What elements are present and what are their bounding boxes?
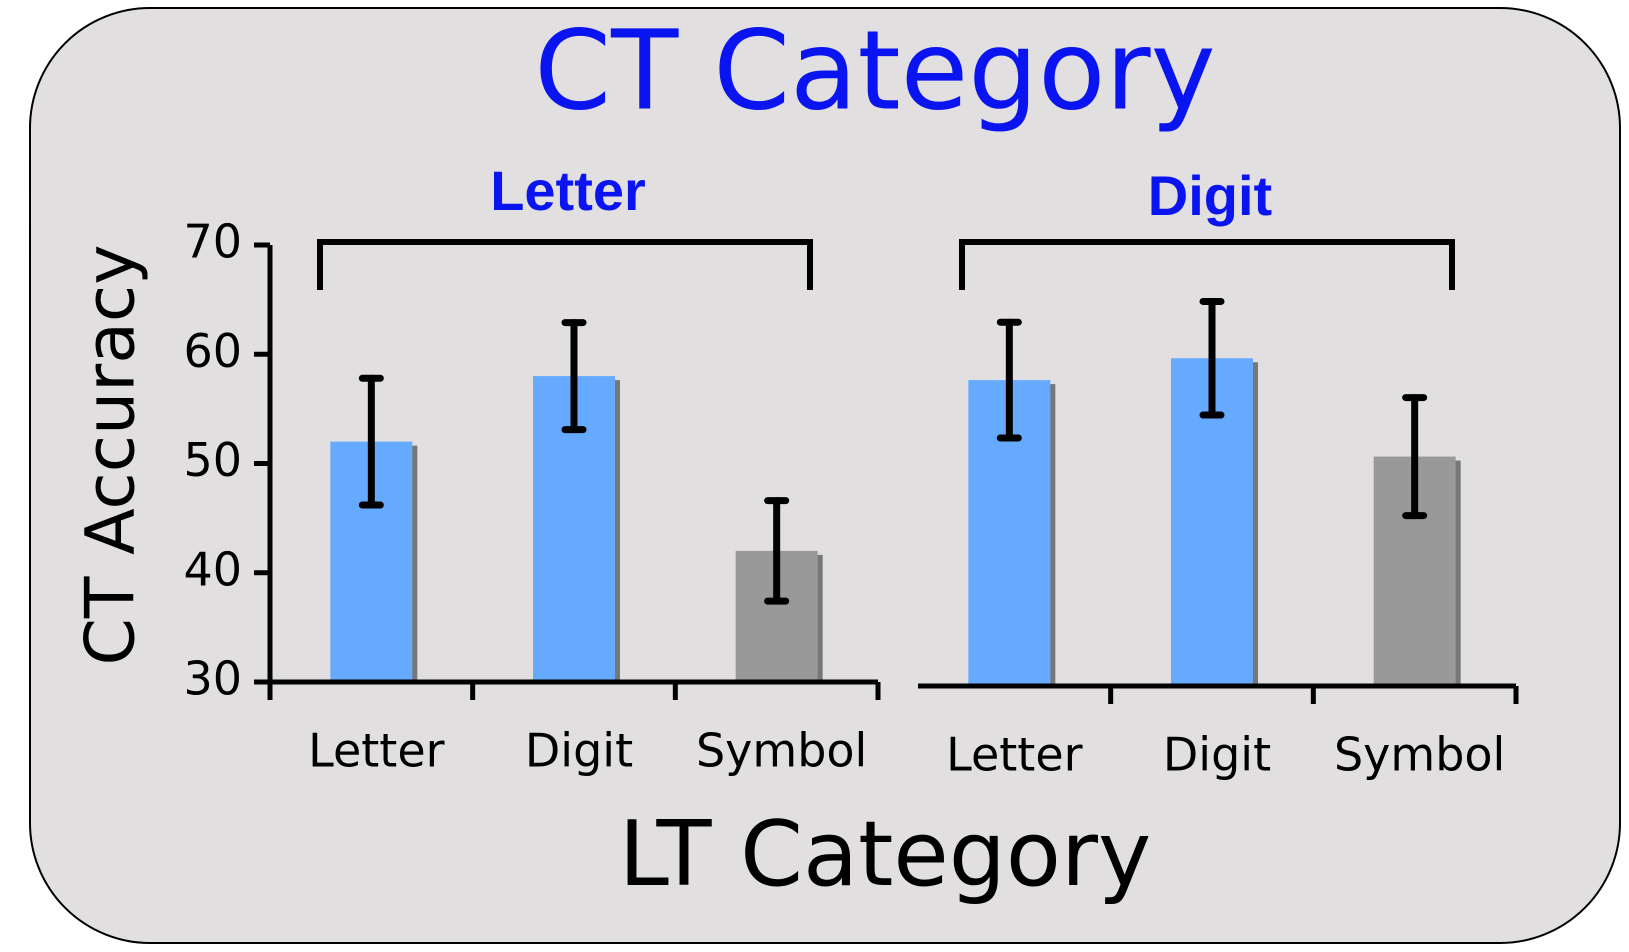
error-bar: [561, 319, 587, 434]
error-bar: [1402, 394, 1428, 520]
x-tick-label: Letter: [946, 728, 1082, 782]
x-tick-label: Letter: [308, 724, 444, 778]
y-tick-label: 30: [183, 652, 242, 706]
y-axis-label: CT Accuracy: [72, 244, 151, 665]
y-tick-label: 50: [183, 433, 242, 487]
error-bar: [996, 318, 1022, 442]
chart-title: CT Category: [534, 6, 1215, 134]
x-tick-label: Symbol: [1334, 728, 1505, 782]
y-tick-label: 60: [183, 324, 242, 378]
group-bracket: [317, 239, 813, 290]
error-bar: [358, 374, 384, 509]
x-axis-label: LT Category: [619, 802, 1151, 907]
group-bracket: [959, 239, 1455, 290]
error-bar: [1199, 297, 1225, 419]
x-tick-label: Digit: [1163, 728, 1271, 782]
group-title: Digit: [1148, 164, 1272, 227]
error-bar: [764, 497, 790, 605]
y-tick-label: 70: [183, 215, 242, 269]
y-tick-label: 40: [183, 542, 242, 596]
x-tick-label: Symbol: [696, 724, 867, 778]
x-tick-label: Digit: [525, 724, 633, 778]
group-title: Letter: [490, 159, 646, 222]
